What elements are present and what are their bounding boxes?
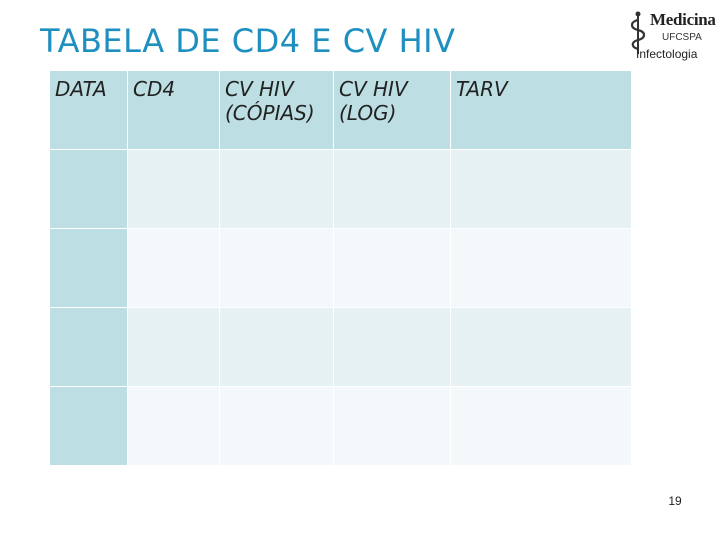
table-cell[interactable] — [127, 307, 220, 387]
slide-title: TABELA DE CD4 E CV HIV — [40, 22, 456, 60]
table-cell[interactable] — [333, 307, 451, 387]
logo: Medicina UFCSPA Infectologia — [624, 8, 716, 66]
table-row — [49, 386, 632, 466]
table-cell[interactable] — [49, 307, 128, 387]
table-cell[interactable] — [450, 386, 632, 466]
hiv-monitoring-table: DATA CD4 CV HIV (CÓPIAS) CV HIV (LOG) TA… — [49, 70, 632, 466]
table-cell[interactable] — [333, 228, 451, 308]
logo-institution: UFCSPA — [662, 32, 702, 43]
table-cell[interactable] — [333, 149, 451, 229]
logo-name: Medicina — [650, 10, 716, 29]
table-row — [49, 228, 632, 308]
header-cv-hiv-copias: CV HIV (CÓPIAS) — [219, 70, 334, 150]
table-cell[interactable] — [450, 307, 632, 387]
table-row — [49, 307, 632, 387]
header-tarv: TARV — [450, 70, 632, 150]
logo-department: Infectologia — [636, 47, 698, 61]
table-cell[interactable] — [219, 228, 334, 308]
table-cell[interactable] — [127, 149, 220, 229]
header-data: DATA — [49, 70, 128, 150]
table-cell[interactable] — [49, 149, 128, 229]
caduceus-icon — [630, 11, 646, 54]
table-header-row: DATA CD4 CV HIV (CÓPIAS) CV HIV (LOG) TA… — [49, 70, 632, 150]
table-cell[interactable] — [127, 228, 220, 308]
table-cell[interactable] — [219, 386, 334, 466]
table-cell[interactable] — [127, 386, 220, 466]
table-cell[interactable] — [450, 228, 632, 308]
table-cell[interactable] — [450, 149, 632, 229]
table-cell[interactable] — [333, 386, 451, 466]
table-cell[interactable] — [49, 228, 128, 308]
header-cd4: CD4 — [127, 70, 220, 150]
table-cell[interactable] — [219, 149, 334, 229]
header-cv-hiv-log: CV HIV (LOG) — [333, 70, 451, 150]
table-cell[interactable] — [219, 307, 334, 387]
table-cell[interactable] — [49, 386, 128, 466]
table-row — [49, 149, 632, 229]
page-number: 19 — [668, 494, 682, 508]
